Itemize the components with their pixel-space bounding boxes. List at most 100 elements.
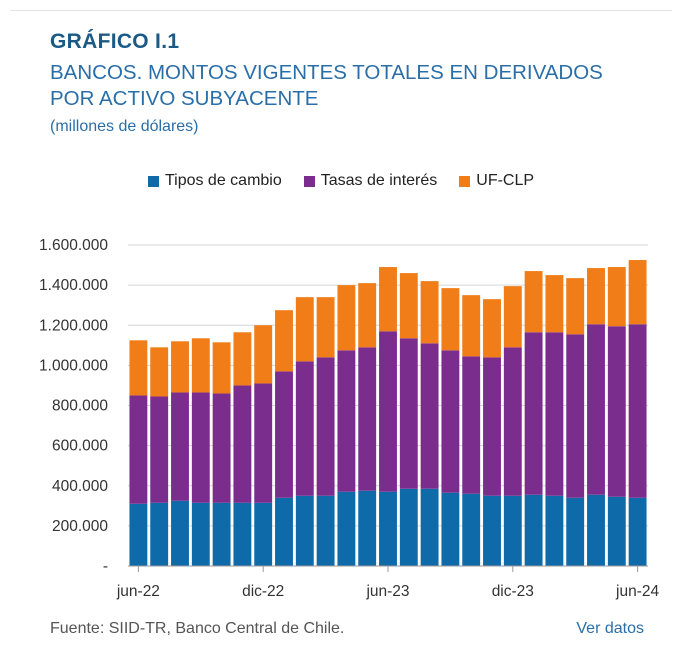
legend-label-rates: Tasas de interés (320, 172, 438, 189)
x-tick-label: jun-24 (615, 583, 659, 600)
bar-segment (171, 392, 189, 501)
bar-segment (191, 392, 210, 503)
bar-segment (129, 340, 148, 396)
bar-segment (316, 297, 335, 358)
chart-title: BANCOS. MONTOS VIGENTES TOTALES EN DERIV… (50, 61, 603, 110)
bar-segment (295, 297, 314, 362)
legend-swatch-ufclp (459, 175, 471, 187)
source-note: Fuente: SIID-TR, Banco Central de Chile. (50, 620, 345, 637)
bar-segment (191, 502, 210, 566)
bar-segment (483, 357, 501, 496)
bar-segment (150, 502, 169, 566)
bar-segment (379, 331, 397, 492)
bar-segment (150, 396, 169, 503)
bar-segment (129, 395, 148, 504)
bar-segment (275, 497, 293, 566)
bar-segment (524, 332, 543, 495)
x-tick-label: dic-23 (492, 583, 534, 600)
bar-segment (566, 334, 585, 498)
bar-segment (337, 491, 356, 566)
bar-segment (254, 383, 273, 503)
bar-segment (399, 273, 418, 339)
bar-segment (233, 502, 252, 566)
x-tick-label: dic-22 (242, 583, 284, 600)
top-divider (10, 10, 672, 11)
bar-segment (275, 371, 293, 498)
y-tick-label: 1.200.000 (39, 317, 108, 334)
bar-segment (420, 343, 439, 489)
bar-segment (275, 310, 293, 372)
x-tick-label: jun-22 (116, 583, 160, 600)
bar-segment (358, 283, 377, 348)
bar-segment (524, 271, 543, 333)
bar-segment (150, 347, 169, 397)
bar-segment (587, 494, 605, 566)
bar-segment (462, 295, 481, 357)
x-tick-label: jun-23 (365, 583, 409, 600)
y-tick-label: 400.000 (52, 478, 108, 495)
bar-segment (545, 495, 564, 566)
y-tick-label: 1.000.000 (39, 357, 108, 374)
bar-segment (171, 341, 189, 393)
bar-segment (503, 347, 522, 496)
chart-unit: (millones de dólares) (50, 118, 199, 135)
bar-segment (587, 268, 605, 325)
bar-segment (628, 497, 647, 566)
bar-segment (212, 393, 231, 503)
bar-segment (358, 347, 377, 491)
bar-segment (316, 357, 335, 496)
legend-label-fx: Tipos de cambio (164, 172, 282, 189)
bar-segment (212, 502, 231, 566)
bar-segment (628, 324, 647, 498)
legend-item-fx: Tipos de cambio (147, 172, 282, 190)
bar-segment (462, 356, 481, 494)
bar-segment (420, 488, 439, 566)
bar-segment (524, 494, 543, 566)
bar-segment (254, 502, 273, 566)
bar-segment (545, 275, 564, 333)
bar-segment (337, 285, 356, 351)
stacked-bar-chart: - 200.000 400.000 600.000 800.000 1.000.000 1.… (39, 237, 659, 600)
bar-segment (337, 350, 356, 492)
bar-segment (129, 503, 148, 566)
bar-segment (379, 267, 397, 332)
legend-item-ufclp: UF-CLP (459, 172, 534, 190)
bar-segment (587, 324, 605, 495)
bar-segment (358, 490, 377, 566)
bar-segment (316, 495, 335, 566)
y-tick-label: - (103, 558, 108, 575)
legend-item-rates: Tasas de interés (303, 172, 438, 190)
y-tick-label: 1.400.000 (39, 277, 108, 294)
bar-segment (607, 326, 626, 497)
bar-segment (441, 492, 460, 566)
bar-segment (462, 493, 481, 566)
bar-segment (503, 495, 522, 566)
bar-segment (545, 332, 564, 496)
bar-segment (295, 495, 314, 566)
y-tick-label: 800.000 (52, 398, 108, 415)
y-tick-label: 600.000 (52, 438, 108, 455)
bar-segment (607, 267, 626, 327)
figure-label: GRÁFICO I.1 (50, 30, 180, 53)
bar-segment (441, 350, 460, 493)
bar-segment (399, 488, 418, 566)
bar-segment (399, 338, 418, 489)
legend-label-ufclp: UF-CLP (476, 172, 535, 189)
bar-segment (483, 299, 501, 358)
bar-segment (503, 286, 522, 348)
legend-swatch-fx (147, 175, 159, 187)
bar-segment (483, 495, 501, 566)
bar-segment (171, 500, 189, 566)
see-data-link[interactable]: Ver datos (576, 620, 644, 637)
y-tick-label: 200.000 (52, 518, 108, 535)
bar-segment (379, 491, 397, 566)
bar-segment (191, 338, 210, 393)
bar-segment (441, 288, 460, 351)
bar-segment (212, 342, 231, 394)
bar-segment (254, 325, 273, 384)
y-tick-label: 1.600.000 (39, 237, 108, 254)
bar-segment (420, 281, 439, 344)
chart-legend: Tipos de cambio Tasas de interés UF-CLP (0, 172, 682, 190)
legend-swatch-rates (303, 175, 315, 187)
bar-segment (628, 260, 647, 325)
